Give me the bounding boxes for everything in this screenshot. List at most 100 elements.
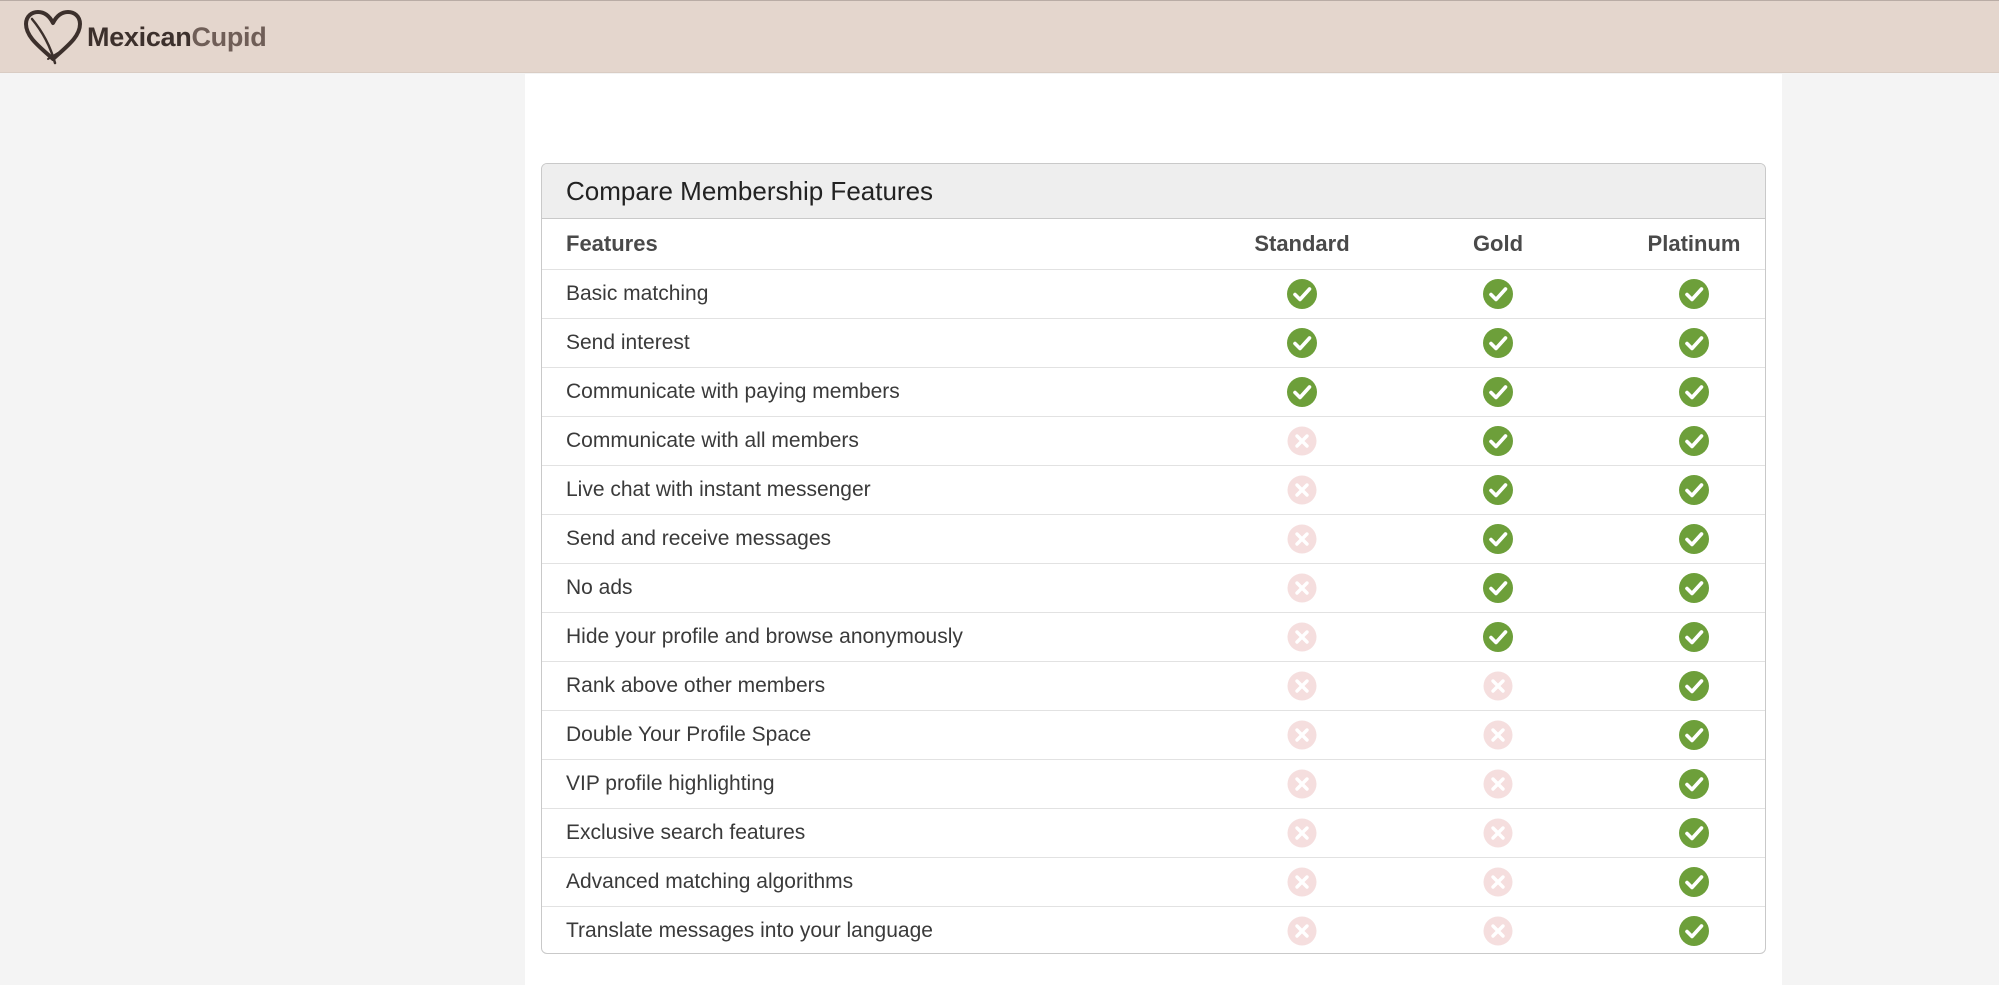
plan-cell-platinum (1596, 563, 1765, 613)
feature-label: Rank above other members (542, 661, 1204, 711)
compare-membership-card: Compare Membership Features Features Sta… (541, 163, 1766, 954)
plan-cell-platinum (1596, 318, 1765, 368)
table-row: Live chat with instant messenger (542, 465, 1765, 515)
cross-icon (1287, 573, 1317, 603)
check-icon (1679, 279, 1709, 309)
check-icon (1679, 524, 1709, 554)
feature-rows: Basic matching Send interest Communicate w… (542, 269, 1765, 954)
plan-cell-standard (1204, 416, 1400, 466)
card-title: Compare Membership Features (566, 175, 934, 206)
table-row: VIP profile highlighting (542, 759, 1765, 809)
table-header-row: Features Standard Gold Platinum (542, 219, 1765, 270)
check-icon (1679, 720, 1709, 750)
plan-cell-standard (1204, 710, 1400, 760)
brand-name: MexicanCupid (87, 21, 267, 52)
plan-cell-platinum (1596, 416, 1765, 466)
table-row: Communicate with paying members (542, 367, 1765, 417)
check-icon (1679, 916, 1709, 946)
column-header-features: Features (542, 219, 1204, 270)
cross-icon (1287, 475, 1317, 505)
check-icon (1679, 818, 1709, 848)
plan-cell-gold (1400, 514, 1596, 564)
check-icon (1483, 328, 1513, 358)
check-icon (1679, 426, 1709, 456)
column-header-platinum: Platinum (1596, 219, 1765, 270)
check-icon (1679, 573, 1709, 603)
plan-cell-gold (1400, 465, 1596, 515)
feature-label: Advanced matching algorithms (542, 857, 1204, 907)
plan-cell-gold (1400, 612, 1596, 662)
plan-cell-gold (1400, 857, 1596, 907)
plan-cell-gold (1400, 269, 1596, 319)
plan-cell-gold (1400, 318, 1596, 368)
features-table: Features Standard Gold Platinum Basic ma… (542, 219, 1765, 954)
plan-cell-gold (1400, 759, 1596, 809)
check-icon (1679, 622, 1709, 652)
cross-icon (1287, 622, 1317, 652)
feature-label: No ads (542, 563, 1204, 613)
feature-label: VIP profile highlighting (542, 759, 1204, 809)
cross-icon (1287, 426, 1317, 456)
card-header: Compare Membership Features (542, 164, 1765, 219)
column-header-standard: Standard (1204, 219, 1400, 270)
feature-label: Exclusive search features (542, 808, 1204, 858)
check-icon (1483, 279, 1513, 309)
check-icon (1679, 328, 1709, 358)
cross-icon (1483, 671, 1513, 701)
plan-cell-standard (1204, 465, 1400, 515)
check-icon (1483, 524, 1513, 554)
plan-cell-platinum (1596, 612, 1765, 662)
check-icon (1679, 769, 1709, 799)
plan-cell-gold (1400, 808, 1596, 858)
plan-cell-gold (1400, 907, 1596, 954)
feature-label: Live chat with instant messenger (542, 465, 1204, 515)
plan-cell-platinum (1596, 857, 1765, 907)
check-icon (1679, 377, 1709, 407)
cross-icon (1287, 720, 1317, 750)
cross-icon (1287, 524, 1317, 554)
plan-cell-standard (1204, 857, 1400, 907)
table-row: Send and receive messages (542, 514, 1765, 564)
table-row: Rank above other members (542, 661, 1765, 711)
table-row: Send interest (542, 318, 1765, 368)
feature-label: Double Your Profile Space (542, 710, 1204, 760)
plan-cell-standard (1204, 661, 1400, 711)
plan-cell-standard (1204, 367, 1400, 417)
feature-label: Basic matching (542, 269, 1204, 319)
plan-cell-platinum (1596, 269, 1765, 319)
check-icon (1287, 328, 1317, 358)
plan-cell-gold (1400, 661, 1596, 711)
plan-cell-standard (1204, 318, 1400, 368)
check-icon (1287, 279, 1317, 309)
plan-cell-platinum (1596, 808, 1765, 858)
plan-cell-standard (1204, 808, 1400, 858)
cross-icon (1287, 671, 1317, 701)
brand-logo-link[interactable]: MexicanCupid (22, 9, 267, 65)
plan-cell-standard (1204, 759, 1400, 809)
plan-cell-platinum (1596, 367, 1765, 417)
table-row: Translate messages into your language (542, 907, 1765, 954)
heart-logo-icon (24, 10, 82, 65)
table-row: Exclusive search features (542, 808, 1765, 858)
table-row: Hide your profile and browse anonymously (542, 612, 1765, 662)
table-row: Basic matching (542, 269, 1765, 319)
table-row: Advanced matching algorithms (542, 857, 1765, 907)
check-icon (1679, 867, 1709, 897)
plan-cell-platinum (1596, 514, 1765, 564)
top-header-bar: MexicanCupid (0, 0, 1999, 73)
check-icon (1483, 426, 1513, 456)
cross-icon (1287, 916, 1317, 946)
plan-cell-standard (1204, 612, 1400, 662)
plan-cell-platinum (1596, 710, 1765, 760)
plan-cell-platinum (1596, 465, 1765, 515)
plan-cell-platinum (1596, 759, 1765, 809)
feature-label: Communicate with paying members (542, 367, 1204, 417)
cross-icon (1287, 867, 1317, 897)
check-icon (1679, 671, 1709, 701)
cross-icon (1483, 867, 1513, 897)
check-icon (1679, 475, 1709, 505)
feature-label: Send and receive messages (542, 514, 1204, 564)
check-icon (1483, 622, 1513, 652)
cross-icon (1287, 818, 1317, 848)
feature-label: Communicate with all members (542, 416, 1204, 466)
